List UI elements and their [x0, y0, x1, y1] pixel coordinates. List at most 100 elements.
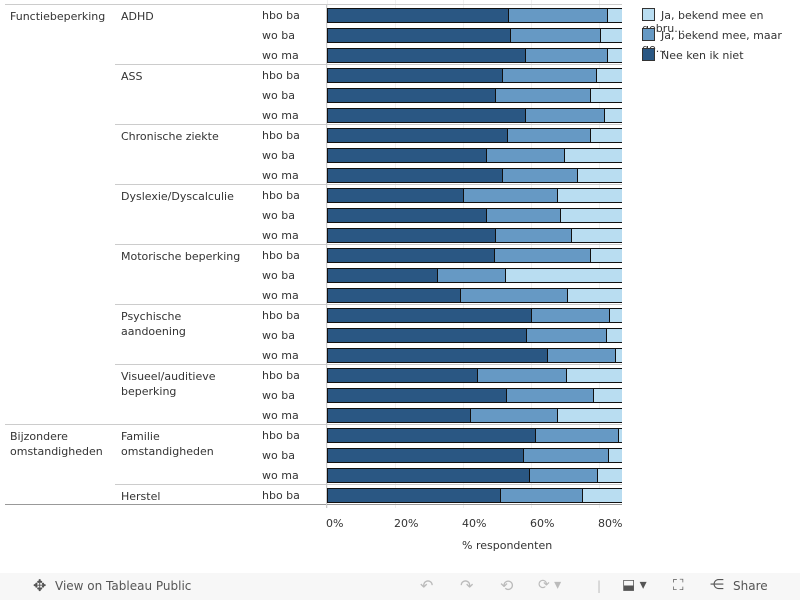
bar-segment-gebruik — [583, 488, 622, 503]
bar-segment-gebruik — [593, 388, 622, 403]
toolbar: ✥ View on Tableau Public ↶ ↷ ⟲ ⟳ ▾ | ⬓ ▾… — [0, 573, 800, 600]
bar-segment-bekend — [506, 388, 594, 403]
bar-segment-bekend — [510, 28, 602, 43]
subcategory-label: ADHD — [121, 10, 154, 23]
degree-label: wo ma — [262, 469, 299, 482]
bar-segment-bekend — [526, 328, 608, 343]
bar-segment-nee — [327, 108, 526, 123]
bar-segment-gebruik — [590, 248, 622, 263]
bar-segment-nee — [327, 308, 533, 323]
bar-segment-nee — [327, 28, 511, 43]
legend-swatch — [642, 8, 655, 21]
bar-segment-bekend — [464, 188, 558, 203]
bar-segment-bekend — [495, 228, 573, 243]
degree-label: wo ma — [262, 409, 299, 422]
degree-label: wo ba — [262, 329, 295, 342]
bar-segment-bekend — [487, 208, 561, 223]
degree-label: wo ma — [262, 349, 299, 362]
bar-segment-nee — [327, 488, 502, 503]
bar-segment-nee — [327, 468, 530, 483]
legend-swatch — [642, 28, 655, 41]
degree-label: hbo ba — [262, 369, 300, 382]
degree-label: hbo ba — [262, 189, 300, 202]
tableau-logo-icon[interactable]: ✥ — [33, 576, 47, 595]
row-separator — [115, 244, 622, 245]
bar-segment-gebruik — [619, 428, 622, 443]
bar-segment-nee — [327, 348, 548, 363]
row-separator — [115, 484, 622, 485]
bar-segment-nee — [327, 448, 524, 463]
bar-segment-nee — [327, 148, 488, 163]
bar-segment-nee — [327, 48, 526, 63]
bar-segment-nee — [327, 228, 496, 243]
x-tick-label: 40% — [462, 517, 487, 530]
bar-segment-nee — [327, 168, 504, 183]
degree-label: wo ma — [262, 229, 299, 242]
bar-segment-gebruik — [590, 128, 622, 143]
degree-label: wo ma — [262, 109, 299, 122]
bar-segment-nee — [327, 208, 488, 223]
bar-segment-nee — [327, 428, 537, 443]
bar-segment-nee — [327, 188, 465, 203]
bar-segment-gebruik — [607, 328, 622, 343]
degree-label: wo ma — [262, 49, 299, 62]
refresh-icon[interactable]: ⟳ ▾ — [538, 577, 562, 593]
bar-segment-bekend — [508, 8, 608, 23]
bar-segment-gebruik — [557, 408, 622, 423]
subcategory-label: Familie omstandigheden — [121, 430, 214, 458]
share-icon[interactable]: ⋲ — [710, 577, 724, 593]
subcategory-label: Psychische aandoening — [121, 310, 186, 338]
bar-segment-bekend — [477, 368, 568, 383]
legend-item: Nee ken ik niet — [642, 48, 744, 62]
bar-segment-nee — [327, 8, 509, 23]
bar-segment-gebruik — [601, 28, 622, 43]
subcategory-label: Visueel/auditieve beperking — [121, 370, 216, 398]
degree-label: hbo ba — [262, 429, 300, 442]
row-separator — [115, 364, 622, 365]
legend-label: Nee ken ik niet — [661, 49, 744, 62]
bar-segment-gebruik — [567, 368, 622, 383]
degree-label: hbo ba — [262, 309, 300, 322]
row-separator — [5, 424, 622, 425]
degree-label: hbo ba — [262, 489, 300, 502]
bar-segment-bekend — [501, 488, 584, 503]
subcategory-label: Chronische ziekte — [121, 130, 219, 143]
top-border — [5, 4, 622, 5]
axis-line — [326, 5, 327, 508]
row-separator — [115, 64, 622, 65]
bar-segment-gebruik — [607, 48, 622, 63]
bar-segment-nee — [327, 88, 496, 103]
bar-segment-gebruik — [590, 88, 622, 103]
bar-segment-bekend — [525, 108, 606, 123]
bar-segment-nee — [327, 268, 438, 283]
redo-icon[interactable]: ↷ — [460, 576, 474, 595]
bar-segment-bekend — [487, 148, 565, 163]
bar-segment-bekend — [503, 68, 597, 83]
bar-segment-gebruik — [609, 308, 622, 323]
bar-segment-nee — [327, 68, 504, 83]
view-on-tableau-public-link[interactable]: View on Tableau Public — [55, 579, 192, 593]
bar-segment-gebruik — [560, 208, 622, 223]
fullscreen-icon[interactable]: ⛶ — [673, 576, 684, 594]
degree-label: wo ba — [262, 149, 295, 162]
revert-icon[interactable]: ⟲ — [500, 576, 514, 595]
x-tick-label: 0% — [326, 517, 344, 530]
degree-label: wo ma — [262, 289, 299, 302]
x-tick-label: 20% — [394, 517, 419, 530]
bar-segment-gebruik — [557, 188, 622, 203]
download-icon[interactable]: ⬓ ▾ — [622, 577, 647, 593]
share-button[interactable]: Share — [733, 579, 768, 593]
bar-segment-bekend — [529, 468, 598, 483]
bar-segment-bekend — [525, 48, 608, 63]
bar-segment-nee — [327, 248, 495, 263]
bar-segment-bekend — [460, 288, 569, 303]
bar-segment-gebruik — [608, 448, 622, 463]
bar-segment-gebruik — [577, 168, 622, 183]
degree-label: wo ba — [262, 209, 295, 222]
bar-segment-gebruik — [505, 268, 622, 283]
bar-segment-bekend — [495, 88, 591, 103]
x-tick-label: 80% — [598, 517, 623, 530]
bar-segment-nee — [327, 328, 527, 343]
bar-segment-bekend — [536, 428, 620, 443]
undo-icon[interactable]: ↶ — [420, 576, 434, 595]
